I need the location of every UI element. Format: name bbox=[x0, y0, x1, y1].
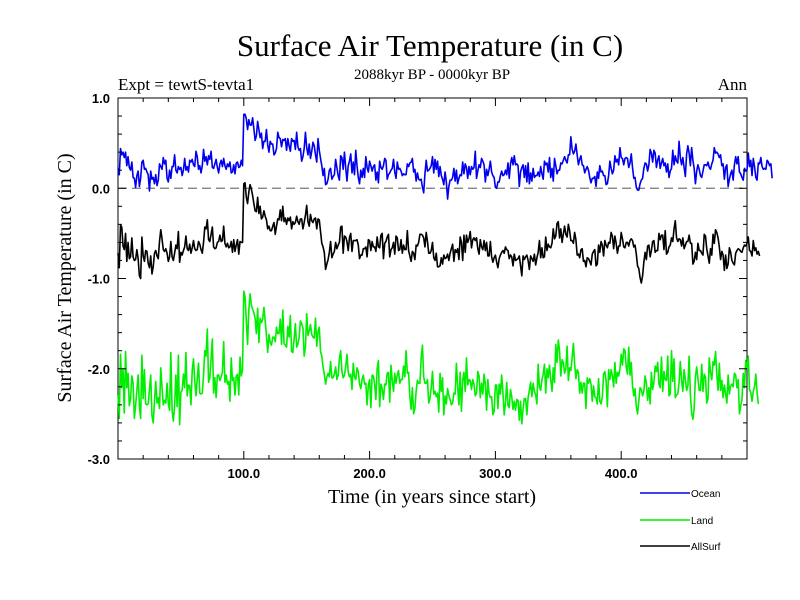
legend: Ocean Land AllSurf bbox=[640, 489, 721, 553]
y-tick-label: -1.0 bbox=[88, 272, 110, 287]
series-line-land bbox=[117, 290, 760, 426]
x-tick-label: 100.0 bbox=[228, 466, 261, 481]
x-tick-label: 400.0 bbox=[605, 466, 638, 481]
plot-frame bbox=[117, 97, 748, 460]
legend-label-land: Land bbox=[691, 516, 713, 527]
y-tick-label: -3.0 bbox=[88, 452, 110, 467]
season-label: Ann bbox=[718, 75, 748, 94]
x-tick-label: 200.0 bbox=[353, 466, 386, 481]
y-tick-label: 0.0 bbox=[92, 181, 110, 196]
legend-label-ocean: Ocean bbox=[691, 489, 720, 500]
y-axis-label: Surface Air Temperature (in C) bbox=[54, 153, 76, 402]
chart-subtitle: 2088kyr BP - 0000kyr BP bbox=[354, 67, 510, 83]
series-line-ocean bbox=[117, 113, 773, 200]
expt-label: Expt = tewtS-tevta1 bbox=[118, 75, 254, 94]
legend-label-allsurf: AllSurf bbox=[691, 542, 721, 553]
x-axis-label: Time (in years since start) bbox=[328, 486, 536, 508]
x-tick-label: 300.0 bbox=[479, 466, 512, 481]
y-tick-label: 1.0 bbox=[92, 91, 110, 106]
chart-title: Surface Air Temperature (in C) bbox=[237, 28, 623, 63]
legend-entry-land: Land bbox=[640, 516, 713, 527]
series-line-allsurf bbox=[117, 182, 761, 284]
legend-entry-ocean: Ocean bbox=[640, 489, 720, 500]
y-tick-label: -2.0 bbox=[88, 362, 110, 377]
legend-entry-allsurf: AllSurf bbox=[640, 542, 721, 553]
